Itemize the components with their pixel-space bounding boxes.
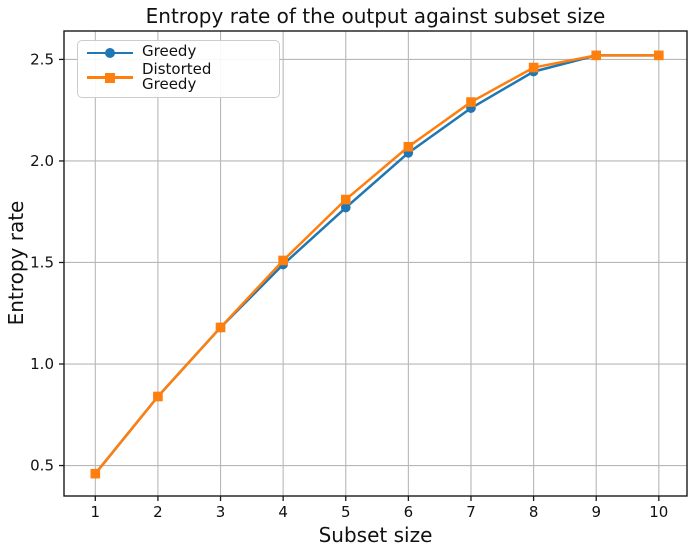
y-tick-label: 1.0 (30, 355, 54, 373)
data-point-distorted-greedy (340, 194, 351, 205)
y-tick-label: 1.5 (30, 253, 54, 271)
x-tick-label: 9 (591, 503, 601, 521)
legend: Greedy Distorted Greedy (77, 40, 280, 98)
x-tick-label: 1 (91, 503, 101, 521)
circle-marker-icon (105, 47, 115, 58)
legend-item-greedy: Greedy (87, 44, 270, 61)
legend-label-greedy: Greedy (142, 42, 197, 61)
data-point-distorted-greedy (528, 62, 539, 73)
data-point-distorted-greedy (654, 50, 664, 61)
data-point-distorted-greedy (466, 97, 476, 107)
legend-sample-square-icon (87, 72, 133, 83)
x-tick-label: 4 (278, 503, 288, 521)
legend-sample-circle-icon (87, 47, 133, 58)
x-tick-label: 7 (466, 503, 476, 521)
data-point-distorted-greedy (278, 255, 288, 266)
data-point-distorted-greedy (90, 468, 101, 479)
series-line-greedy (94, 54, 659, 475)
x-tick-label: 6 (404, 503, 414, 521)
square-marker-icon (105, 72, 115, 83)
data-point-distorted-greedy (153, 391, 163, 402)
y-tick-label: 0.5 (30, 457, 54, 475)
data-point-distorted-greedy (403, 141, 414, 152)
x-tick-label: 2 (153, 503, 163, 521)
series-line-distorted-greedy (94, 54, 659, 475)
x-tick-label: 5 (341, 503, 351, 521)
x-tick-label: 10 (649, 503, 668, 521)
data-point-distorted-greedy (215, 322, 226, 333)
chart-title: Entropy rate of the output against subse… (145, 4, 606, 28)
x-tick-label: 3 (216, 503, 226, 521)
y-tick-label: 2.5 (30, 50, 54, 68)
data-point-greedy (340, 202, 351, 213)
plot-border (63, 30, 688, 497)
x-axis-label: Subset size (318, 523, 433, 547)
x-tick-label: 8 (529, 503, 539, 521)
y-tick-label: 2.0 (30, 152, 54, 170)
legend-label-distorted-greedy: Distorted Greedy (142, 59, 212, 93)
legend-item-distorted-greedy: Distorted Greedy (87, 59, 270, 94)
data-point-distorted-greedy (591, 50, 602, 61)
y-axis-label: Entropy rate (4, 200, 28, 326)
